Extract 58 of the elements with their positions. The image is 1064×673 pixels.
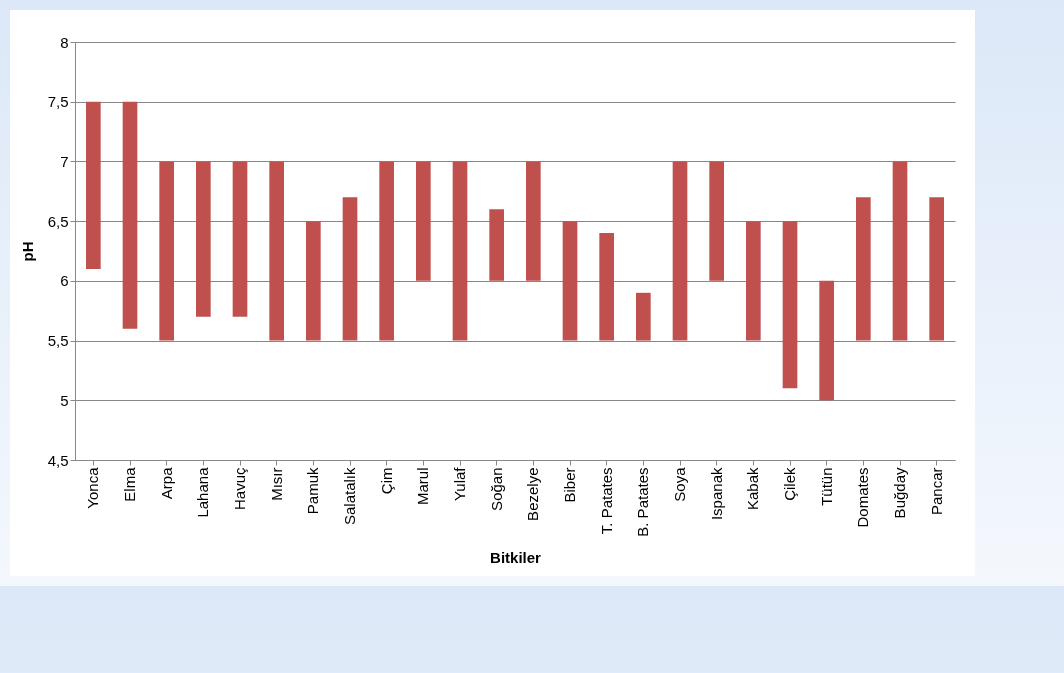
x-tick-label: Ispanak bbox=[707, 467, 725, 521]
x-tick-label: Pancar bbox=[927, 467, 945, 516]
bar bbox=[856, 197, 871, 341]
bar bbox=[636, 292, 651, 341]
y-tick-label: 7,5 bbox=[47, 93, 69, 111]
y-tick-label: 6 bbox=[60, 272, 69, 290]
y-tick-label: 8 bbox=[60, 33, 69, 51]
bar bbox=[416, 161, 431, 281]
x-tick-label: Pamuk bbox=[304, 467, 322, 515]
bar bbox=[526, 161, 541, 281]
bar bbox=[232, 161, 248, 317]
y-tick-label: 6,5 bbox=[47, 212, 69, 230]
x-tick-label: Kabak bbox=[744, 467, 762, 511]
bar bbox=[306, 221, 321, 341]
y-tick-label: 4,5 bbox=[47, 451, 69, 469]
x-tick-label: Buğday bbox=[891, 467, 908, 519]
bar bbox=[709, 161, 724, 281]
y-tick-label: 5,5 bbox=[47, 332, 69, 350]
x-axis-title: Bitkiler bbox=[490, 548, 542, 566]
y-tick-label: 5 bbox=[60, 391, 69, 409]
bar bbox=[86, 101, 101, 269]
x-tick-label: Mısır bbox=[267, 467, 285, 501]
y-axis-title: pH bbox=[18, 241, 36, 262]
x-tick-label: Soya bbox=[671, 466, 688, 502]
x-tick-label: Çilek bbox=[781, 467, 798, 501]
x-tick-label: B. Patates bbox=[634, 467, 652, 537]
bar bbox=[672, 161, 688, 341]
bar bbox=[746, 221, 761, 341]
x-tick-label: Havuç bbox=[231, 467, 248, 511]
bar bbox=[929, 197, 944, 341]
x-tick-label: Elma bbox=[121, 466, 138, 502]
bar bbox=[489, 209, 504, 281]
bar bbox=[562, 221, 578, 341]
x-tick-label: Bezelye bbox=[524, 467, 542, 521]
bar bbox=[599, 233, 614, 341]
x-tick-label: Biber bbox=[561, 467, 578, 503]
bar bbox=[159, 161, 174, 341]
y-tick-label: 7 bbox=[60, 152, 69, 170]
x-tick-label: Tütün bbox=[817, 467, 835, 506]
bar bbox=[342, 197, 358, 341]
bar bbox=[122, 101, 138, 329]
x-tick-label: Soğan bbox=[487, 467, 505, 511]
x-tick-label: Lahana bbox=[194, 466, 212, 518]
x-tick-label: Marul bbox=[414, 467, 432, 506]
x-tick-label: Domates bbox=[854, 467, 872, 528]
bar bbox=[269, 161, 284, 341]
x-tick-label: Yulaf bbox=[451, 466, 468, 501]
bar bbox=[782, 221, 798, 389]
x-tick-label: Yonca bbox=[84, 466, 102, 509]
x-tick-label: Çim bbox=[377, 467, 395, 495]
bar bbox=[196, 161, 211, 317]
x-tick-label: T. Patates bbox=[597, 467, 615, 535]
bar bbox=[819, 280, 834, 401]
x-tick-label: Arpa bbox=[157, 466, 175, 500]
bar bbox=[379, 161, 394, 341]
bar bbox=[452, 161, 468, 341]
x-tick-label: Salatalık bbox=[341, 467, 358, 526]
bar bbox=[892, 161, 908, 341]
